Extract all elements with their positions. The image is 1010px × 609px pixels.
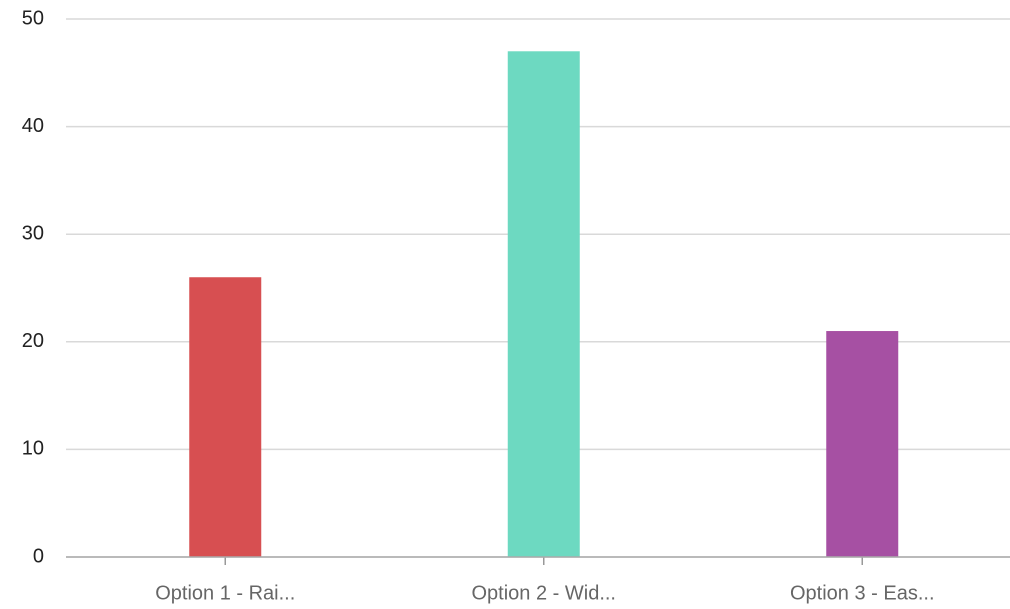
bar bbox=[826, 331, 899, 557]
y-tick-label: 10 bbox=[22, 438, 44, 460]
y-tick-label: 0 bbox=[33, 545, 44, 567]
x-tick-label: Option 1 - Rai... bbox=[155, 582, 295, 604]
bar bbox=[189, 277, 262, 557]
x-tick-label: Option 3 - Eas... bbox=[790, 582, 935, 604]
bar bbox=[507, 51, 580, 557]
y-tick-label: 30 bbox=[22, 222, 44, 244]
y-tick-label: 40 bbox=[22, 115, 44, 137]
y-tick-label: 50 bbox=[22, 7, 44, 29]
y-tick-label: 20 bbox=[22, 330, 44, 352]
x-tick-label: Option 2 - Wid... bbox=[472, 582, 617, 604]
